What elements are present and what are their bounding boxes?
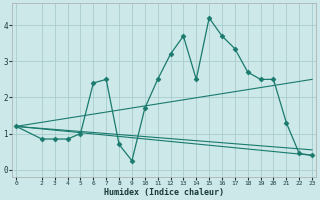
- X-axis label: Humidex (Indice chaleur): Humidex (Indice chaleur): [104, 188, 224, 197]
